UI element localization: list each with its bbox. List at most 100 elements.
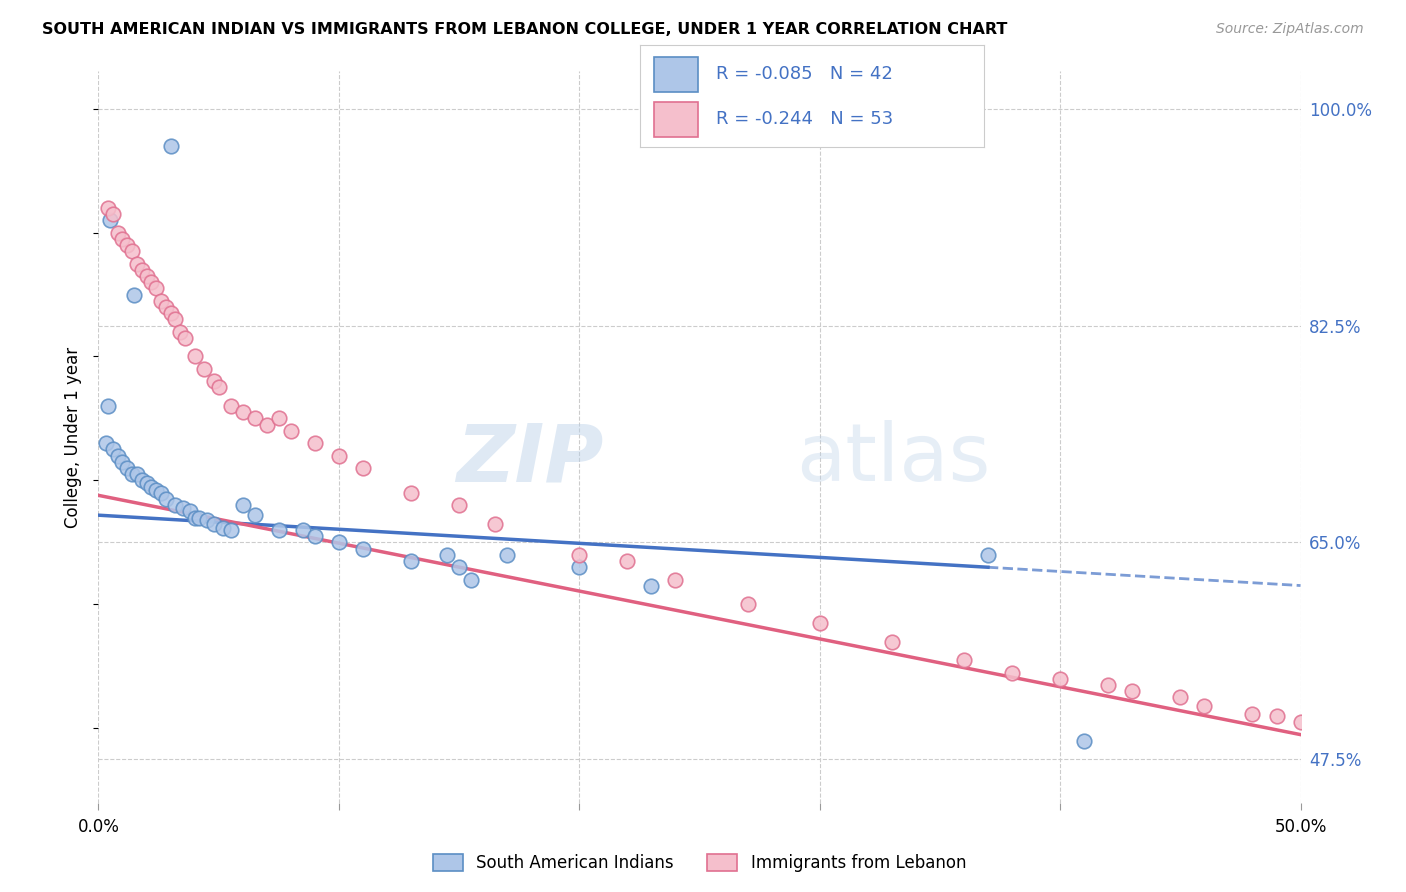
Point <box>195 513 218 527</box>
Point <box>267 411 290 425</box>
Point <box>243 411 266 425</box>
Point <box>568 560 591 574</box>
Point <box>188 510 211 524</box>
Point <box>496 548 519 562</box>
Point <box>399 554 422 568</box>
Point <box>202 374 225 388</box>
Point <box>101 207 124 221</box>
Point <box>1313 722 1336 736</box>
Point <box>141 275 163 289</box>
Point <box>1049 672 1071 686</box>
Text: SOUTH AMERICAN INDIAN VS IMMIGRANTS FROM LEBANON COLLEGE, UNDER 1 YEAR CORRELATI: SOUTH AMERICAN INDIAN VS IMMIGRANTS FROM… <box>42 22 1008 37</box>
Text: atlas: atlas <box>796 420 990 498</box>
Point <box>183 350 205 364</box>
Point <box>117 461 139 475</box>
Point <box>1097 678 1119 692</box>
Point <box>183 510 205 524</box>
FancyBboxPatch shape <box>654 57 699 92</box>
Text: Source: ZipAtlas.com: Source: ZipAtlas.com <box>1216 22 1364 37</box>
Point <box>165 498 187 512</box>
Point <box>100 213 122 227</box>
Point <box>880 634 903 648</box>
Point <box>352 461 374 475</box>
Point <box>165 312 187 326</box>
Point <box>97 201 120 215</box>
Point <box>125 256 148 270</box>
Point <box>232 405 254 419</box>
Point <box>1001 665 1024 680</box>
Point <box>202 516 225 531</box>
Point <box>155 491 177 506</box>
Point <box>111 455 134 469</box>
Point <box>484 516 506 531</box>
Point <box>243 508 266 523</box>
Point <box>107 449 129 463</box>
Point <box>159 138 181 153</box>
Point <box>208 380 231 394</box>
Point <box>135 268 157 283</box>
Point <box>664 573 686 587</box>
Point <box>121 244 143 259</box>
Text: ZIP: ZIP <box>456 420 603 498</box>
Point <box>640 579 662 593</box>
Point <box>447 560 470 574</box>
Point <box>124 287 146 301</box>
Point <box>977 548 1000 562</box>
Text: R = -0.085   N = 42: R = -0.085 N = 42 <box>716 65 893 83</box>
Point <box>172 500 194 515</box>
Point <box>616 554 638 568</box>
Point <box>94 436 117 450</box>
Point <box>117 238 139 252</box>
Point <box>953 653 976 667</box>
FancyBboxPatch shape <box>654 102 699 137</box>
Point <box>131 474 153 488</box>
Point <box>97 399 120 413</box>
Point <box>101 442 124 457</box>
Point <box>145 281 167 295</box>
Y-axis label: College, Under 1 year: College, Under 1 year <box>65 346 83 528</box>
Point <box>1385 739 1406 754</box>
Point <box>291 523 314 537</box>
Point <box>219 523 242 537</box>
Point <box>131 262 153 277</box>
Point <box>352 541 374 556</box>
Point <box>267 523 290 537</box>
Legend: South American Indians, Immigrants from Lebanon: South American Indians, Immigrants from … <box>426 847 973 879</box>
Text: R = -0.244   N = 53: R = -0.244 N = 53 <box>716 111 893 128</box>
Point <box>304 529 326 543</box>
Point <box>568 548 591 562</box>
Point <box>174 331 197 345</box>
Point <box>141 480 163 494</box>
Point <box>1265 709 1288 723</box>
Point <box>1073 734 1095 748</box>
Point <box>107 226 129 240</box>
Point <box>193 362 215 376</box>
Point <box>1289 715 1312 730</box>
Point <box>808 615 831 630</box>
Point <box>179 504 201 518</box>
Point <box>121 467 143 482</box>
Point <box>1241 706 1264 721</box>
Point <box>1361 734 1384 748</box>
Point <box>145 483 167 498</box>
Point <box>256 417 278 432</box>
Point <box>212 520 235 534</box>
Point <box>135 475 157 490</box>
Point <box>447 498 470 512</box>
Point <box>1337 728 1360 742</box>
Point <box>460 573 482 587</box>
Point <box>159 306 181 320</box>
Point <box>219 399 242 413</box>
Point <box>155 300 177 314</box>
Point <box>1194 699 1216 714</box>
Point <box>436 548 458 562</box>
Point <box>1121 684 1143 698</box>
Point <box>125 467 148 482</box>
Point <box>232 498 254 512</box>
Point <box>1170 690 1192 705</box>
Point <box>328 449 350 463</box>
Point <box>149 486 172 500</box>
Point <box>328 535 350 549</box>
Point <box>304 436 326 450</box>
Point <box>737 598 759 612</box>
